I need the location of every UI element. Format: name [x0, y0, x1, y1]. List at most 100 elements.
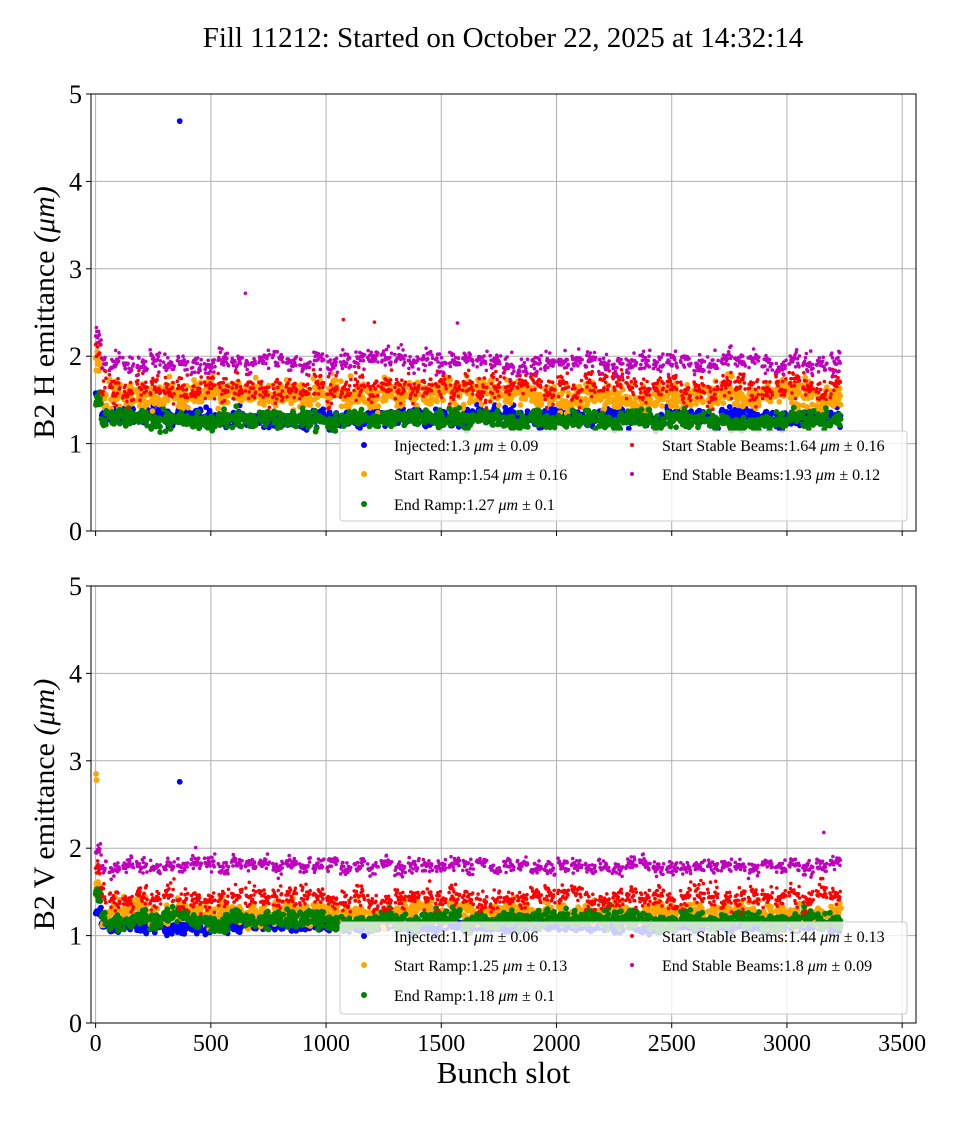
- data-point-start_stable: [273, 393, 277, 397]
- data-point-start_stable: [390, 368, 394, 372]
- data-point-start_stable: [363, 385, 367, 389]
- data-point-start_stable: [124, 384, 128, 388]
- data-point-start_stable: [784, 389, 788, 393]
- data-point-start_stable: [467, 369, 471, 373]
- data-point-start_stable: [689, 399, 693, 403]
- data-point-start_stable: [116, 377, 120, 381]
- data-point-start_stable: [118, 386, 122, 390]
- data-point-start_stable: [697, 384, 701, 388]
- data-point-start_stable: [306, 382, 310, 386]
- data-point-start_stable: [129, 381, 133, 385]
- data-point-start_stable: [699, 395, 703, 399]
- data-point-start_stable: [593, 391, 597, 395]
- data-point-start_stable: [130, 392, 134, 396]
- data-point-start_ramp: [104, 403, 110, 409]
- data-point-start_stable: [819, 388, 823, 392]
- data-point-start_ramp: [307, 402, 313, 408]
- data-point-start_stable: [723, 394, 727, 398]
- data-point-injected: [727, 404, 733, 410]
- data-point-start_stable: [307, 392, 311, 396]
- data-point-start_stable: [281, 396, 285, 400]
- data-point-start_stable: [328, 406, 332, 410]
- data-point-start_stable: [430, 389, 434, 393]
- data-point-start_stable: [485, 386, 489, 390]
- data-point-start_ramp: [539, 400, 545, 406]
- data-point-start_stable: [526, 385, 530, 389]
- data-point-start_stable: [125, 400, 129, 404]
- data-point-start_stable: [810, 384, 814, 388]
- data-point-start_ramp: [729, 374, 735, 380]
- data-point-start_stable: [317, 392, 321, 396]
- data-point-start_stable: [483, 376, 487, 380]
- data-point-start_stable: [265, 390, 269, 394]
- data-point-start_stable: [199, 375, 203, 379]
- data-point-start_stable: [724, 386, 728, 390]
- data-point-start_ramp: [688, 402, 694, 408]
- data-point-start_stable: [757, 386, 761, 390]
- data-point-start_stable: [108, 373, 112, 377]
- data-point-start_stable: [789, 381, 793, 385]
- data-point-start_stable: [470, 381, 474, 385]
- data-point-start_stable: [644, 401, 648, 405]
- data-point-start_stable: [498, 381, 502, 385]
- data-point-start_stable: [757, 393, 761, 397]
- data-point-start_stable: [684, 392, 688, 396]
- data-point-end_ramp: [801, 409, 807, 415]
- data-point-start_stable: [440, 396, 444, 400]
- data-point-start_stable: [810, 381, 814, 385]
- data-point-end_ramp: [103, 422, 109, 428]
- data-point-start_stable: [743, 381, 747, 385]
- data-point-start_stable: [247, 397, 251, 401]
- data-point-start_stable: [736, 376, 740, 380]
- data-point-end_ramp: [333, 411, 339, 417]
- data-point-start_stable: [394, 397, 398, 401]
- data-point-start_stable: [414, 393, 418, 397]
- data-point-start_stable: [497, 394, 501, 398]
- data-point-start_stable: [456, 380, 460, 384]
- data-point-end_ramp: [780, 410, 786, 416]
- data-point-start_stable: [213, 397, 217, 401]
- data-point-start_stable: [232, 397, 236, 401]
- data-point-end_ramp: [701, 410, 707, 416]
- data-point-start_stable: [533, 388, 537, 392]
- data-point-start_stable: [790, 391, 794, 395]
- data-point-start_stable: [313, 392, 317, 396]
- data-point-start_ramp: [185, 405, 191, 411]
- data-point-start_stable: [136, 382, 140, 386]
- data-point-start_ramp: [659, 403, 665, 409]
- data-point-start_stable: [715, 380, 719, 384]
- data-point-start_stable: [356, 380, 360, 384]
- data-point-start_ramp: [673, 404, 679, 410]
- data-point-start_stable: [240, 391, 244, 395]
- data-point-start_stable: [804, 379, 808, 383]
- data-point-start_stable: [784, 377, 788, 381]
- data-point-start_stable: [695, 396, 699, 400]
- data-point-start_stable: [551, 381, 555, 385]
- data-point-end_ramp: [525, 424, 531, 430]
- data-point-start_stable: [512, 381, 516, 385]
- data-point-start_stable: [140, 388, 144, 392]
- data-point-start_stable: [402, 389, 406, 393]
- data-point-start_stable: [357, 393, 361, 397]
- data-point-start_stable: [808, 389, 812, 393]
- data-point-start_stable: [713, 392, 717, 396]
- data-point-start_stable: [206, 376, 210, 380]
- data-point-start_stable: [793, 380, 797, 384]
- data-point-start_ramp: [315, 402, 321, 408]
- data-point-start_ramp: [261, 402, 267, 408]
- data-point-start_stable: [709, 390, 713, 394]
- data-point-start_stable: [317, 386, 321, 390]
- data-point-start_stable: [370, 400, 374, 404]
- data-point-start_stable: [639, 391, 643, 395]
- data-point-start_stable: [543, 394, 547, 398]
- data-point-start_stable: [754, 388, 758, 392]
- data-point-start_stable: [477, 377, 481, 381]
- data-point-start_stable: [417, 384, 421, 388]
- data-point-start_ramp: [434, 399, 440, 405]
- data-point-start_stable: [471, 392, 475, 396]
- data-point-start_stable: [139, 393, 143, 397]
- data-point-start_stable: [585, 385, 589, 389]
- data-point-start_stable: [226, 390, 230, 394]
- data-point-start_stable: [815, 387, 819, 391]
- data-point-start_stable: [491, 372, 495, 376]
